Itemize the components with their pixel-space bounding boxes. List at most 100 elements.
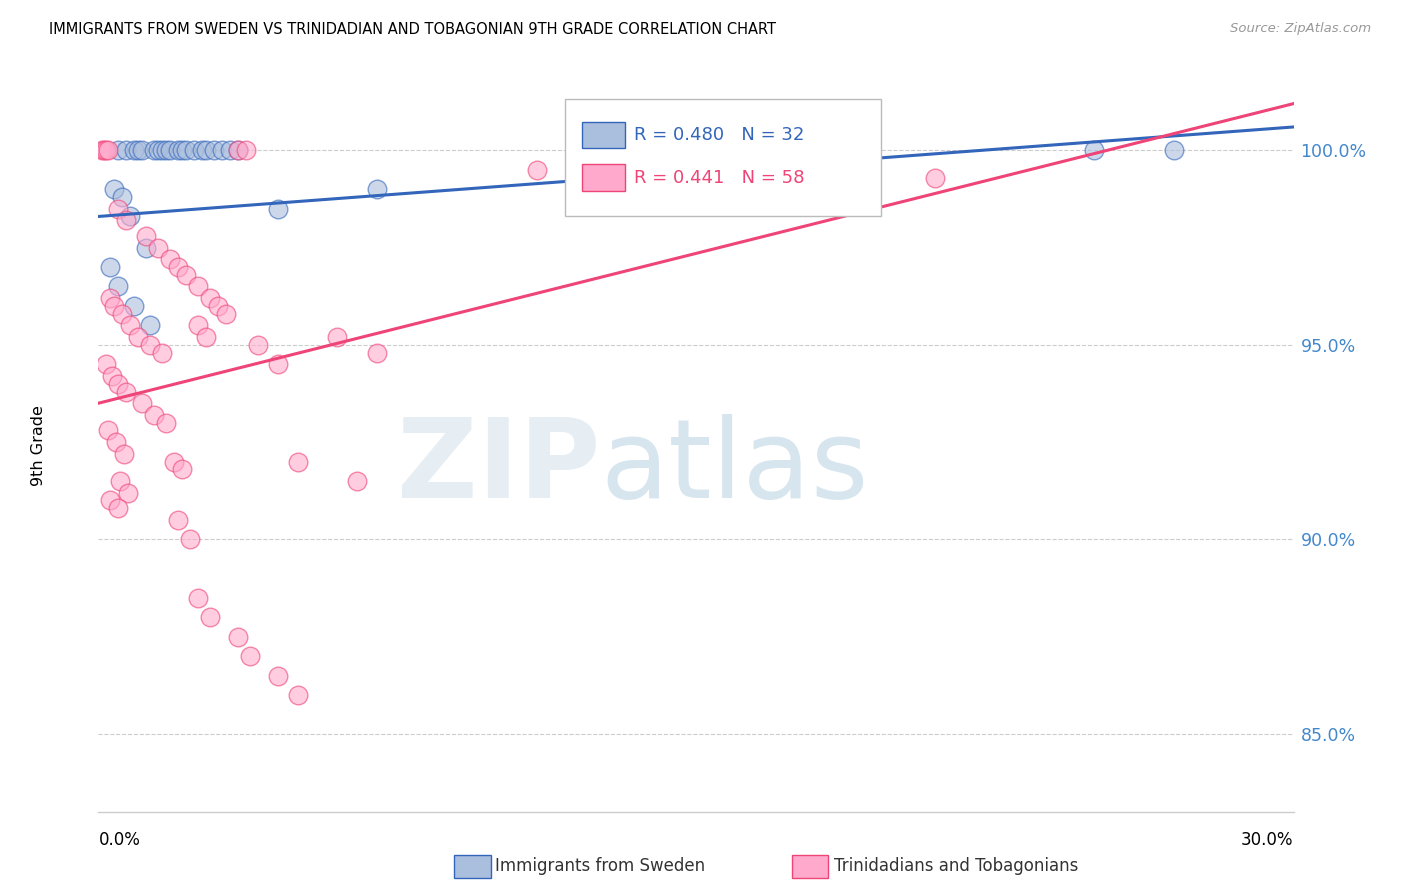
Point xyxy=(107,501,129,516)
Point xyxy=(115,144,138,158)
Point xyxy=(195,330,218,344)
Point xyxy=(191,144,214,158)
Point xyxy=(101,368,124,383)
Point xyxy=(179,533,201,547)
Text: 9th Grade: 9th Grade xyxy=(31,406,46,486)
FancyBboxPatch shape xyxy=(582,122,626,148)
Point xyxy=(98,291,122,305)
Point xyxy=(135,228,157,243)
Point xyxy=(195,144,218,158)
Text: atlas: atlas xyxy=(600,415,869,522)
Point xyxy=(174,268,197,282)
Point xyxy=(287,454,309,468)
Point xyxy=(112,447,135,461)
Point xyxy=(187,591,209,605)
FancyBboxPatch shape xyxy=(565,99,882,216)
Point xyxy=(127,330,149,344)
Point xyxy=(107,144,129,158)
Point xyxy=(219,144,242,158)
Point xyxy=(235,144,257,158)
Point xyxy=(267,357,290,371)
Text: Trinidadians and Tobagonians: Trinidadians and Tobagonians xyxy=(834,857,1078,875)
Point xyxy=(366,182,388,196)
Point xyxy=(111,190,134,204)
Point xyxy=(143,144,166,158)
Point xyxy=(172,144,194,158)
Point xyxy=(215,307,238,321)
Point xyxy=(91,144,114,158)
Point xyxy=(139,338,162,352)
Text: R = 0.480   N = 32: R = 0.480 N = 32 xyxy=(634,126,804,145)
Point xyxy=(198,291,221,305)
Point xyxy=(187,279,209,293)
Point xyxy=(139,318,162,333)
Point xyxy=(211,144,233,158)
Point xyxy=(226,630,249,644)
Point xyxy=(124,299,146,313)
Point xyxy=(150,144,173,158)
Point xyxy=(127,144,149,158)
Point xyxy=(326,330,349,344)
Text: Source: ZipAtlas.com: Source: ZipAtlas.com xyxy=(1230,22,1371,36)
Text: 0.0%: 0.0% xyxy=(98,831,141,849)
Point xyxy=(163,454,186,468)
Point xyxy=(246,338,269,352)
Text: R = 0.441   N = 58: R = 0.441 N = 58 xyxy=(634,169,804,186)
Point xyxy=(120,210,142,224)
Point xyxy=(155,416,177,430)
Point xyxy=(107,279,129,293)
Point xyxy=(1163,144,1185,158)
Point xyxy=(172,462,194,476)
Point xyxy=(107,376,129,391)
Text: 30.0%: 30.0% xyxy=(1241,831,1294,849)
Point xyxy=(98,493,122,508)
Point xyxy=(198,610,221,624)
Point xyxy=(97,144,120,158)
Point xyxy=(124,144,146,158)
Text: ZIP: ZIP xyxy=(396,415,600,522)
Point xyxy=(267,668,290,682)
Point xyxy=(239,649,262,664)
Text: IMMIGRANTS FROM SWEDEN VS TRINIDADIAN AND TOBAGONIAN 9TH GRADE CORRELATION CHART: IMMIGRANTS FROM SWEDEN VS TRINIDADIAN AN… xyxy=(49,22,776,37)
Point xyxy=(346,474,368,488)
Point xyxy=(167,513,190,527)
Point xyxy=(135,241,157,255)
Point xyxy=(167,260,190,274)
Point xyxy=(187,318,209,333)
Point xyxy=(202,144,225,158)
Point xyxy=(183,144,205,158)
Point xyxy=(287,688,309,702)
Point xyxy=(131,396,153,410)
Point xyxy=(96,357,118,371)
Point xyxy=(107,202,129,216)
Point xyxy=(526,162,548,177)
Point xyxy=(96,144,118,158)
Point xyxy=(366,345,388,359)
Point xyxy=(115,384,138,399)
Point xyxy=(143,408,166,422)
Point xyxy=(93,144,115,158)
Point xyxy=(226,144,249,158)
Point xyxy=(148,144,170,158)
Point xyxy=(105,435,128,450)
Point xyxy=(117,485,139,500)
Point xyxy=(174,144,197,158)
Point xyxy=(167,144,190,158)
Point xyxy=(155,144,177,158)
Point xyxy=(131,144,153,158)
Point xyxy=(98,260,122,274)
Point xyxy=(924,170,946,185)
Point xyxy=(103,182,125,196)
Point xyxy=(120,318,142,333)
Point xyxy=(267,202,290,216)
Point xyxy=(111,307,134,321)
Point xyxy=(148,241,170,255)
Text: Immigrants from Sweden: Immigrants from Sweden xyxy=(495,857,704,875)
Point xyxy=(226,144,249,158)
Point xyxy=(159,144,181,158)
Point xyxy=(110,474,132,488)
Point xyxy=(115,213,138,227)
Point xyxy=(150,345,173,359)
Point xyxy=(97,424,120,438)
Point xyxy=(103,299,125,313)
